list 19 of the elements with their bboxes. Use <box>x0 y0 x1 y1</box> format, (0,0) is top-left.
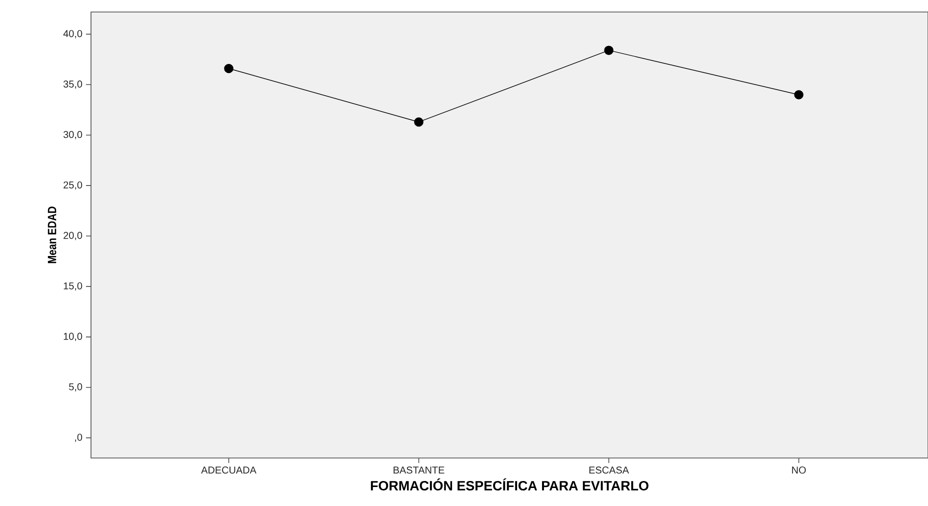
y-tick-label: 40,0 <box>63 30 82 38</box>
x-tick-label: NO <box>792 466 806 474</box>
y-axis-title: Mean EDAD <box>48 206 56 264</box>
y-tick-label: 25,0 <box>64 181 82 190</box>
point <box>794 90 804 100</box>
x-tick-label: ADECUADA <box>201 466 256 474</box>
point <box>224 64 234 74</box>
point <box>604 46 614 55</box>
point <box>414 117 424 127</box>
y-tick-label: ,0 <box>75 434 82 442</box>
y-tick-label: 20,0 <box>64 232 82 240</box>
x-axis-title: FORMACIÓN ESPECÍFICA PARA EVITARLO <box>370 478 648 490</box>
y-tick-label: 30,0 <box>63 130 82 140</box>
y-tick-label: 15,0 <box>64 282 82 291</box>
x-tick-label: ESCASA <box>589 466 629 474</box>
y-tick-label: 10,0 <box>64 332 82 342</box>
y-tick-label: 5,0 <box>69 383 82 392</box>
y-tick-label: 35,0 <box>63 80 82 89</box>
x-tick-label: BASTANTE <box>394 466 444 474</box>
